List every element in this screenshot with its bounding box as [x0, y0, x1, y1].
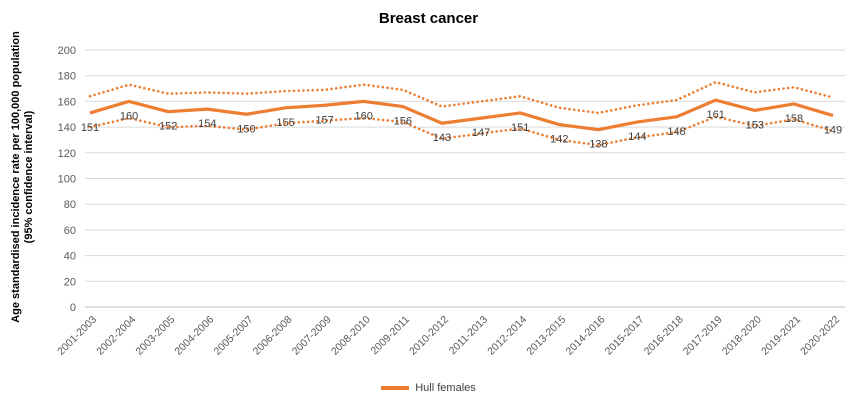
data-label: 147: [472, 127, 490, 139]
y-tick-label: 120: [58, 148, 76, 160]
data-label: 161: [707, 109, 725, 121]
x-tick-label: 2019-2021: [759, 314, 803, 358]
y-tick-label: 180: [58, 71, 76, 83]
x-axis-tick-labels: 2001-20032002-20042003-20052004-20062005…: [55, 314, 842, 358]
data-label: 151: [81, 122, 99, 134]
data-label: 152: [159, 121, 177, 133]
legend-label: Hull females: [415, 382, 476, 394]
data-label: 158: [785, 113, 803, 125]
y-tick-label: 160: [58, 96, 76, 108]
series-upper-95-confidence-interval: [88, 80, 835, 115]
x-tick-label: 2020-2022: [798, 314, 842, 358]
x-tick-label: 2004-2006: [172, 314, 216, 358]
x-tick-label: 2002-2004: [94, 314, 138, 358]
x-tick-label: 2010-2012: [407, 314, 451, 358]
y-tick-label: 140: [58, 122, 76, 134]
data-label: 155: [276, 117, 294, 129]
y-tick-label: 0: [70, 302, 76, 314]
data-label: 149: [824, 125, 842, 137]
x-tick-label: 2014-2016: [563, 314, 607, 358]
y-tick-label: 200: [58, 45, 76, 57]
data-label: 153: [746, 119, 764, 131]
x-tick-label: 2016-2018: [642, 314, 686, 358]
series-hull-females: [89, 98, 834, 132]
data-label: 150: [237, 123, 255, 135]
data-label: 151: [511, 122, 529, 134]
x-tick-label: 2018-2020: [720, 314, 764, 358]
x-tick-label: 2017-2019: [681, 314, 725, 358]
data-label: 160: [120, 110, 138, 122]
gridlines: [85, 49, 845, 308]
data-label: 142: [550, 134, 568, 146]
x-tick-label: 2001-2003: [55, 314, 99, 358]
x-tick-label: 2003-2005: [133, 314, 177, 358]
x-tick-label: 2008-2010: [329, 314, 373, 358]
legend-line-swatch: [381, 386, 410, 390]
y-tick-label: 60: [64, 225, 76, 237]
x-tick-label: 2009-2011: [369, 314, 413, 358]
data-label: 144: [628, 131, 646, 143]
data-label: 148: [667, 126, 685, 138]
x-tick-label: 2011-2013: [447, 314, 491, 358]
x-tick-label: 2007-2009: [290, 314, 334, 358]
y-tick-label: 80: [64, 199, 76, 211]
x-tick-label: 2006-2008: [251, 314, 295, 358]
x-tick-label: 2015-2017: [603, 314, 647, 358]
data-label: 143: [433, 132, 451, 144]
data-label: 157: [315, 114, 333, 126]
chart-title: Breast cancer: [378, 10, 479, 27]
legend: Hull females: [0, 382, 857, 394]
y-tick-label: 20: [64, 276, 76, 288]
data-labels: 151 160 152 154 150 155 157 160 156 143 147 151 142 1…: [81, 109, 842, 151]
series-lower-95-confidence-interval: [88, 115, 835, 147]
data-label: 156: [394, 116, 412, 128]
x-tick-label: 2005-2007: [212, 314, 256, 358]
y-axis-tick-labels: 0 20 40 60 80 100 120 140 160 180 200: [58, 45, 76, 314]
data-label: 160: [355, 110, 373, 122]
data-label: 138: [589, 139, 607, 151]
data-label: 154: [198, 118, 216, 130]
y-tick-label: 40: [64, 251, 76, 263]
x-tick-label: 2013-2015: [524, 314, 568, 358]
x-tick-label: 2012-2014: [485, 314, 529, 358]
y-tick-label: 100: [58, 174, 76, 186]
